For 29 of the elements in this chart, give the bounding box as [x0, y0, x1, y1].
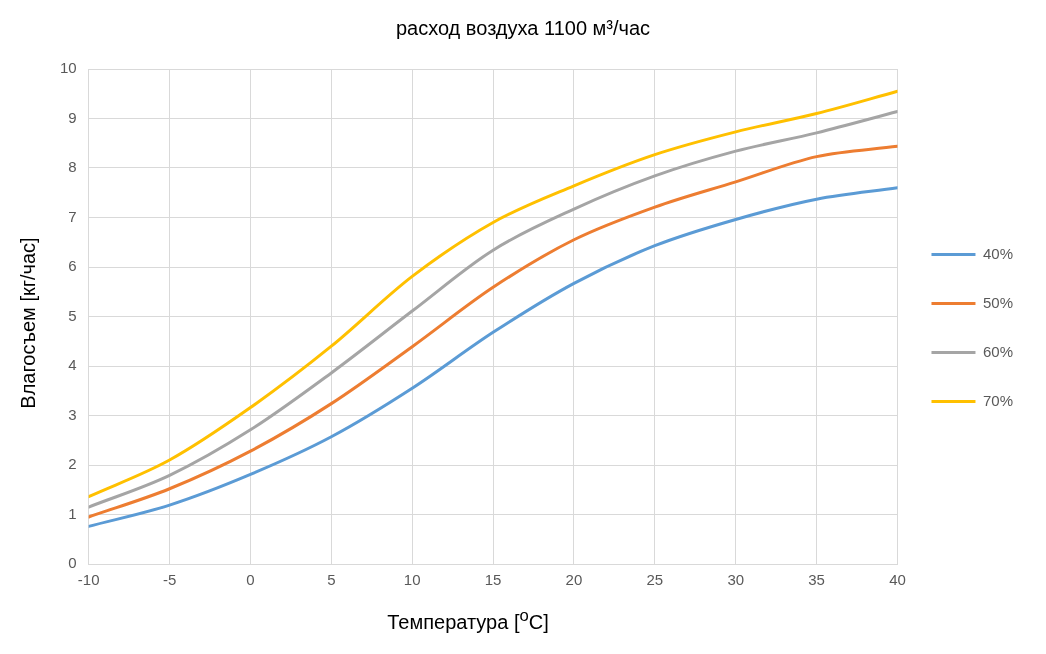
legend-label: 60% — [982, 342, 1014, 360]
y-tick-label: 8 — [68, 158, 77, 176]
x-tick-label: 0 — [246, 571, 255, 589]
x-tick-label: 10 — [403, 571, 421, 589]
x-tick-label: 30 — [727, 571, 745, 589]
x-tick-label: -10 — [77, 571, 100, 589]
x-tick-label: -5 — [162, 571, 177, 589]
x-tick-label: 15 — [484, 571, 502, 589]
y-tick-label: 5 — [68, 306, 77, 324]
y-tick-label: 10 — [60, 59, 77, 77]
y-axis-title: Влагосъем [кг/час] — [16, 237, 40, 409]
y-tick-label: 7 — [68, 207, 77, 225]
x-tick-label: 5 — [327, 571, 336, 589]
y-tick-label: 9 — [68, 108, 77, 126]
x-axis-title: Температура [$^{o}$C] — [386, 606, 550, 634]
legend-label: 70% — [982, 391, 1014, 409]
legend-label: 50% — [982, 293, 1014, 311]
y-tick-label: 1 — [68, 504, 77, 522]
x-tick-label: 40 — [889, 571, 906, 589]
legend-label: 40% — [982, 244, 1014, 262]
y-tick-label: 4 — [68, 356, 77, 374]
x-tick-label: 25 — [646, 571, 664, 589]
chart-title: расход воздуха 1100 м³/час — [394, 16, 652, 41]
y-tick-label: 6 — [68, 257, 77, 275]
x-tick-label: 35 — [808, 571, 825, 589]
y-tick-label: 3 — [68, 405, 77, 423]
y-tick-label: 0 — [68, 554, 77, 572]
x-tick-label: 20 — [565, 571, 583, 589]
y-tick-label: 2 — [68, 455, 77, 473]
